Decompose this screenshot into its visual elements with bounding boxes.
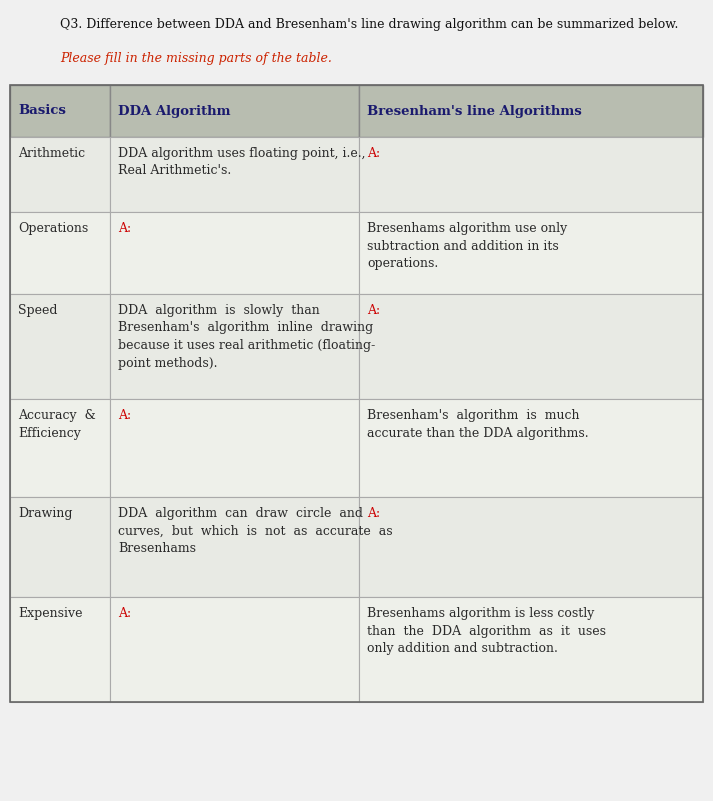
Bar [359,399,703,497]
Text: A:: A: [367,147,380,160]
Text: Drawing: Drawing [18,507,73,520]
Text: A:: A: [118,607,131,620]
Bar [110,137,359,212]
Text: Basics: Basics [18,104,66,118]
Bar [10,399,110,497]
Bar [10,212,110,294]
Text: Operations: Operations [18,222,88,235]
Text: Expensive: Expensive [18,607,83,620]
Bar [359,85,703,137]
Bar [110,294,359,399]
Text: A:: A: [118,409,131,422]
Bar [10,137,110,212]
Text: DDA  algorithm  is  slowly  than
Bresenham's  algorithm  inline  drawing
because: DDA algorithm is slowly than Bresenham's… [118,304,375,369]
Bar [110,497,359,597]
Bar [110,85,359,137]
Text: A:: A: [367,304,380,317]
Text: DDA algorithm uses floating point, i.e.,
Real Arithmetic's.: DDA algorithm uses floating point, i.e.,… [118,147,366,178]
Bar [359,294,703,399]
Text: Please fill in the missing parts of the table.: Please fill in the missing parts of the … [60,52,332,65]
Text: DDA Algorithm: DDA Algorithm [118,104,230,118]
Bar [110,212,359,294]
Text: Bresenham's  algorithm  is  much
accurate than the DDA algorithms.: Bresenham's algorithm is much accurate t… [367,409,589,440]
Bar [110,597,359,702]
Text: A:: A: [367,507,380,520]
Text: DDA  algorithm  can  draw  circle  and
curves,  but  which  is  not  as  accurat: DDA algorithm can draw circle and curves… [118,507,393,555]
Bar [10,497,110,597]
Text: Q3. Difference between DDA and Bresenham's line drawing algorithm can be summari: Q3. Difference between DDA and Bresenham… [60,18,678,31]
Text: Bresenhams algorithm is less costly
than  the  DDA  algorithm  as  it  uses
only: Bresenhams algorithm is less costly than… [367,607,606,655]
Text: Bresenhams algorithm use only
subtraction and addition in its
operations.: Bresenhams algorithm use only subtractio… [367,222,568,270]
Text: A:: A: [118,222,131,235]
Bar [10,85,110,137]
Text: Arithmetic: Arithmetic [18,147,85,160]
Bar [359,497,703,597]
Bar [10,597,110,702]
Bar [110,399,359,497]
Bar [359,597,703,702]
Text: Accuracy  &
Efficiency: Accuracy & Efficiency [18,409,96,440]
Text: Speed: Speed [18,304,58,317]
Bar [359,212,703,294]
Bar [359,137,703,212]
Bar [10,85,703,702]
Text: Bresenham's line Algorithms: Bresenham's line Algorithms [367,104,582,118]
Bar [10,294,110,399]
